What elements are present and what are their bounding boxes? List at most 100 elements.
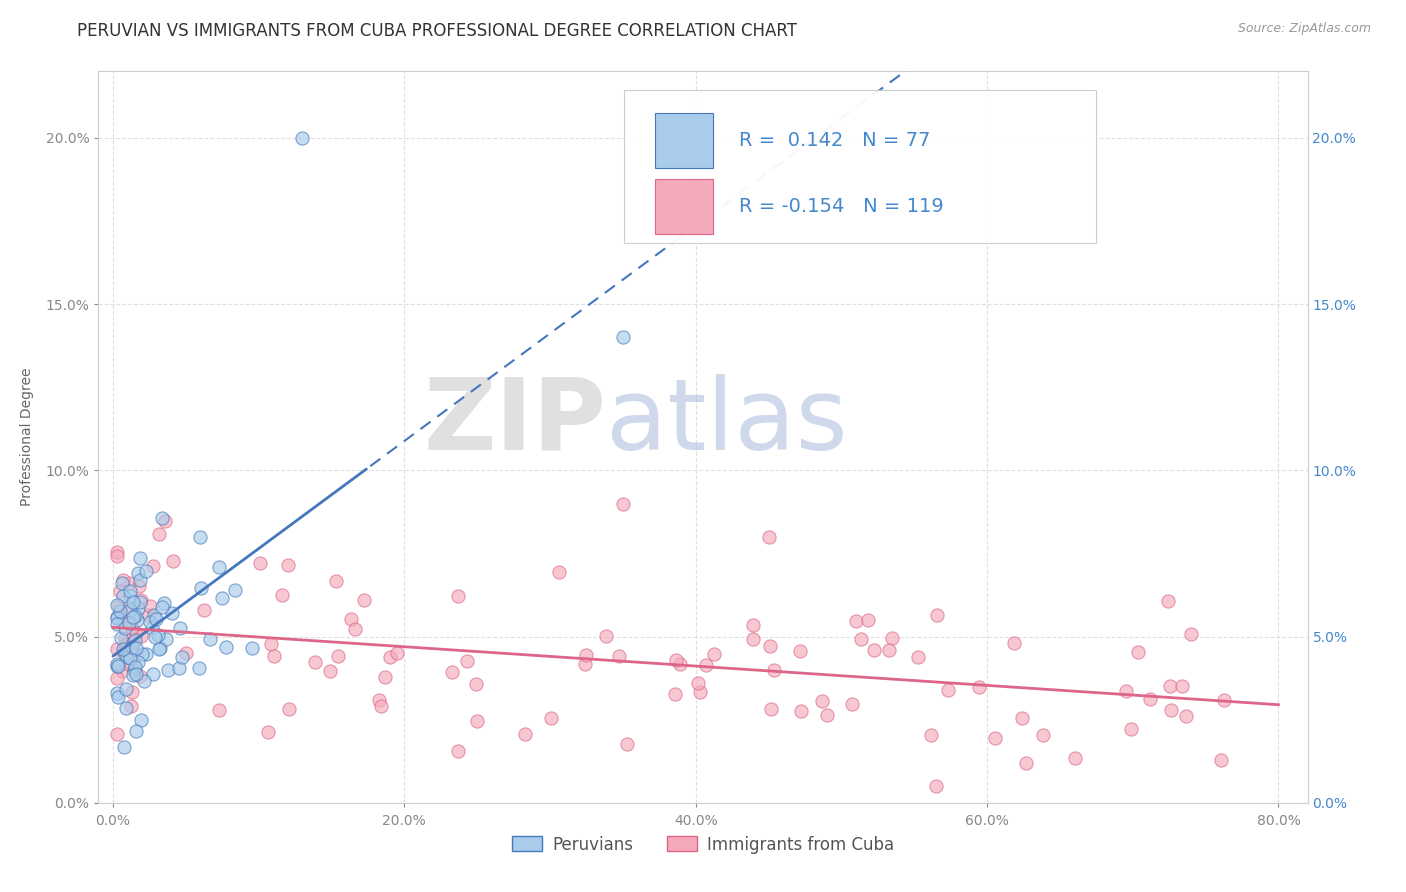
Point	[240, 641, 263, 656]
Y-axis label: Professional Degree: Professional Degree	[21, 368, 34, 507]
Point	[574, 648, 596, 663]
Point	[742, 617, 765, 632]
Point	[1015, 756, 1038, 770]
Point	[548, 565, 571, 579]
Point	[456, 654, 478, 668]
Point	[132, 674, 155, 689]
Point	[607, 648, 630, 663]
Point	[129, 573, 152, 587]
Point	[441, 665, 464, 679]
Point	[110, 631, 132, 645]
Point	[128, 579, 150, 593]
Point	[105, 549, 128, 564]
Point	[121, 685, 143, 699]
Point	[125, 723, 148, 738]
Point	[845, 615, 868, 629]
Point	[129, 629, 152, 643]
Point	[1213, 693, 1236, 707]
Point	[162, 554, 184, 568]
Point	[925, 608, 948, 623]
Point	[1139, 691, 1161, 706]
Point	[882, 631, 904, 645]
Point	[1157, 593, 1180, 607]
Point	[112, 643, 135, 657]
Point	[124, 659, 146, 673]
Point	[125, 613, 148, 627]
Point	[984, 731, 1007, 746]
Point	[129, 668, 152, 682]
Point	[574, 657, 596, 672]
Point	[112, 573, 135, 587]
Point	[105, 657, 128, 672]
Text: Source: ZipAtlas.com: Source: ZipAtlas.com	[1237, 22, 1371, 36]
Point	[344, 622, 367, 636]
Point	[118, 576, 141, 591]
Point	[612, 330, 634, 344]
Point	[385, 646, 408, 660]
Point	[118, 615, 141, 630]
Point	[120, 589, 142, 603]
Point	[114, 621, 136, 635]
Point	[107, 599, 129, 614]
FancyBboxPatch shape	[624, 89, 1097, 244]
Point	[936, 682, 959, 697]
Point	[150, 511, 173, 525]
Point	[150, 600, 173, 615]
Point	[291, 131, 314, 145]
Point	[115, 681, 138, 696]
Point	[110, 603, 132, 617]
Point	[326, 648, 349, 663]
Point	[612, 497, 634, 511]
Point	[105, 598, 128, 612]
Text: R =  0.142   N = 77: R = 0.142 N = 77	[740, 131, 931, 151]
Point	[122, 663, 145, 677]
Point	[105, 671, 128, 685]
Text: PERUVIAN VS IMMIGRANTS FROM CUBA PROFESSIONAL DEGREE CORRELATION CHART: PERUVIAN VS IMMIGRANTS FROM CUBA PROFESS…	[77, 22, 797, 40]
Point	[129, 593, 152, 607]
Point	[256, 725, 278, 739]
Point	[129, 595, 152, 609]
Point	[811, 694, 834, 708]
Point	[849, 632, 872, 646]
Point	[135, 564, 157, 578]
Point	[125, 626, 148, 640]
Point	[540, 711, 562, 725]
Point	[131, 647, 153, 661]
Point	[138, 615, 160, 629]
Point	[148, 527, 170, 541]
Point	[208, 703, 231, 717]
Point	[169, 621, 191, 635]
Point	[368, 692, 391, 706]
Point	[118, 603, 141, 617]
Point	[920, 728, 942, 742]
Point	[1119, 723, 1142, 737]
Point	[118, 651, 141, 665]
Text: ZIP: ZIP	[423, 374, 606, 471]
Point	[595, 629, 617, 643]
Point	[669, 657, 692, 671]
Point	[447, 589, 470, 603]
Point	[121, 640, 143, 654]
Point	[152, 596, 174, 610]
Point	[121, 621, 143, 635]
Point	[174, 646, 197, 660]
Point	[1004, 636, 1026, 650]
Point	[695, 658, 717, 673]
Point	[111, 642, 134, 657]
Point	[105, 727, 128, 741]
Point	[703, 647, 725, 661]
Point	[148, 641, 170, 656]
Point	[277, 558, 299, 573]
Point	[211, 591, 233, 605]
Point	[118, 584, 141, 599]
Point	[1032, 728, 1054, 742]
Point	[190, 581, 212, 595]
Point	[124, 609, 146, 624]
Legend: Peruvians, Immigrants from Cuba: Peruvians, Immigrants from Cuba	[506, 829, 900, 860]
Point	[121, 635, 143, 649]
Point	[616, 738, 638, 752]
Point	[374, 670, 396, 684]
Point	[105, 641, 128, 656]
Point	[153, 514, 176, 528]
Point	[142, 666, 165, 681]
